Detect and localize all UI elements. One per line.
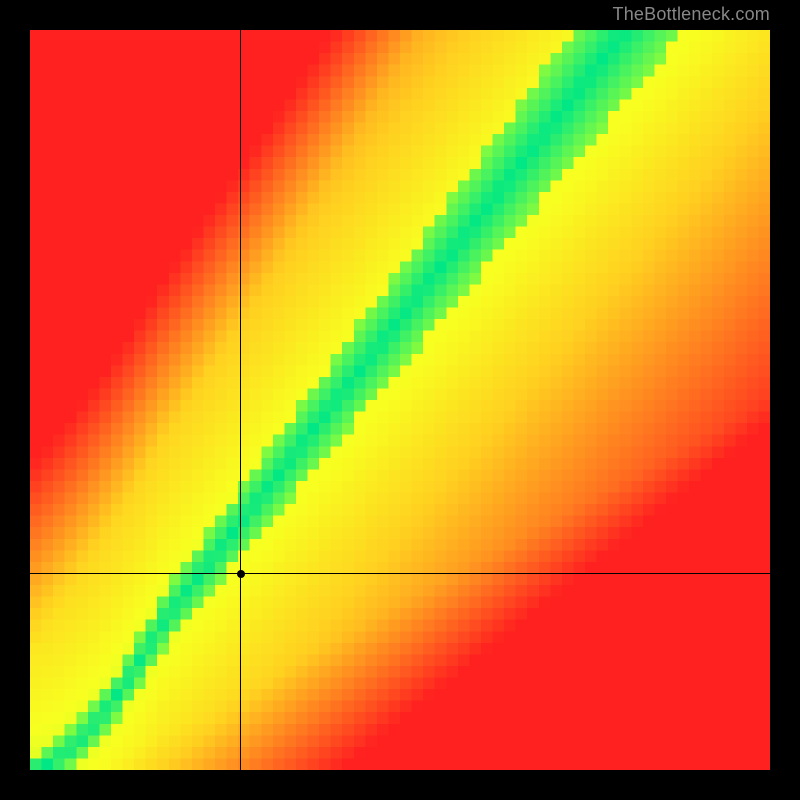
- crosshair-marker: [237, 570, 245, 578]
- crosshair-vertical: [240, 30, 241, 770]
- heatmap-canvas: [30, 30, 770, 770]
- crosshair-horizontal: [30, 573, 770, 574]
- attribution-text: TheBottleneck.com: [613, 4, 770, 25]
- heatmap-plot: [30, 30, 770, 770]
